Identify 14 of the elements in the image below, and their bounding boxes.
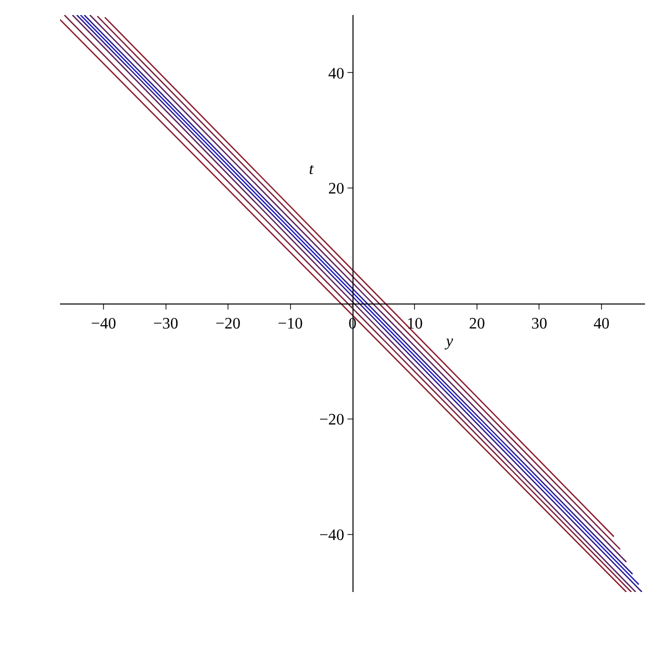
x-tick-label: 30 bbox=[531, 316, 548, 333]
x-axis-title: y bbox=[444, 333, 454, 350]
x-tick-label: −10 bbox=[278, 316, 303, 333]
x-tick-label: −40 bbox=[91, 316, 116, 333]
y-tick-label: −20 bbox=[319, 412, 344, 428]
y-tick-label: 40 bbox=[328, 65, 344, 82]
x-tick-label: 20 bbox=[468, 316, 485, 333]
x-tick-label: 40 bbox=[593, 316, 610, 333]
x-tick-label: −30 bbox=[153, 316, 178, 333]
x-tick-label: −20 bbox=[216, 316, 241, 333]
y-tick-label: 20 bbox=[328, 180, 344, 198]
y-tick-label: −40 bbox=[319, 526, 344, 544]
x-tick-label: 10 bbox=[406, 316, 423, 333]
y-axis-title: t bbox=[309, 161, 314, 178]
